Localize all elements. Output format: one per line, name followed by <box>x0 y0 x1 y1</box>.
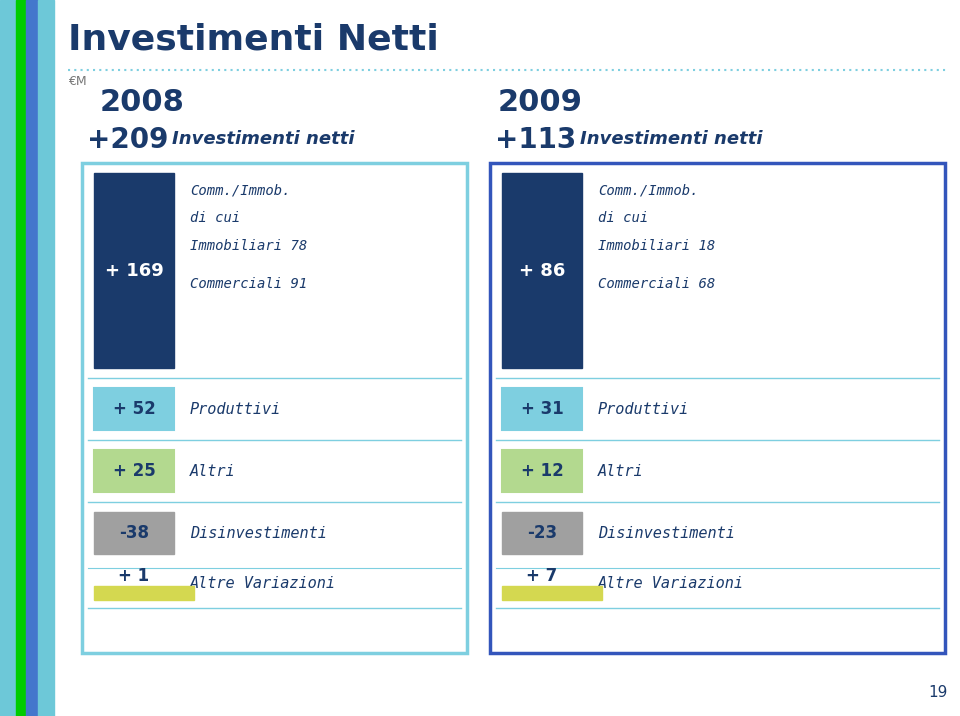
Text: + 86: + 86 <box>518 261 565 279</box>
Bar <box>502 512 582 554</box>
Text: 19: 19 <box>928 685 948 700</box>
Text: Altri: Altri <box>598 463 643 478</box>
Text: Investimenti netti: Investimenti netti <box>580 130 762 148</box>
Text: Disinvestimenti: Disinvestimenti <box>598 526 734 541</box>
Text: + 25: + 25 <box>112 462 156 480</box>
Bar <box>94 173 174 368</box>
Bar <box>502 388 582 430</box>
Text: Comm./Immob.: Comm./Immob. <box>190 183 291 197</box>
Bar <box>490 163 945 653</box>
Bar <box>26 0 38 716</box>
Text: €M: €M <box>68 75 86 88</box>
Bar <box>502 450 582 492</box>
Text: Altre Variazioni: Altre Variazioni <box>190 576 336 591</box>
Text: Investimenti netti: Investimenti netti <box>172 130 354 148</box>
Text: Disinvestimenti: Disinvestimenti <box>190 526 326 541</box>
Bar <box>94 388 174 430</box>
Text: Altre Variazioni: Altre Variazioni <box>598 576 744 591</box>
Bar <box>502 173 582 368</box>
Text: 2009: 2009 <box>498 88 583 117</box>
Bar <box>94 586 194 600</box>
Text: di cui: di cui <box>598 211 648 225</box>
Text: + 169: + 169 <box>105 261 163 279</box>
Text: + 31: + 31 <box>520 400 564 418</box>
Bar <box>82 163 467 653</box>
Bar <box>38 0 54 716</box>
Text: Investimenti Netti: Investimenti Netti <box>68 22 439 56</box>
Text: 2008: 2008 <box>100 88 185 117</box>
Text: + 52: + 52 <box>112 400 156 418</box>
Text: + 1: + 1 <box>118 567 150 585</box>
Text: + 7: + 7 <box>526 567 558 585</box>
Text: -38: -38 <box>119 524 149 542</box>
Bar <box>16 0 26 716</box>
Text: Altri: Altri <box>190 463 235 478</box>
Text: Produttivi: Produttivi <box>598 402 689 417</box>
Text: + 12: + 12 <box>520 462 564 480</box>
Text: Comm./Immob.: Comm./Immob. <box>598 183 699 197</box>
Text: Commerciali 91: Commerciali 91 <box>190 277 307 291</box>
Bar <box>502 586 602 600</box>
Text: Immobiliari 78: Immobiliari 78 <box>190 239 307 253</box>
Bar <box>94 450 174 492</box>
Text: +113: +113 <box>495 126 576 154</box>
Text: Commerciali 68: Commerciali 68 <box>598 277 715 291</box>
Text: Produttivi: Produttivi <box>190 402 281 417</box>
Text: +209: +209 <box>87 126 168 154</box>
Bar <box>0 0 16 716</box>
Text: -23: -23 <box>527 524 557 542</box>
Text: di cui: di cui <box>190 211 240 225</box>
Bar <box>94 512 174 554</box>
Text: Immobiliari 18: Immobiliari 18 <box>598 239 715 253</box>
